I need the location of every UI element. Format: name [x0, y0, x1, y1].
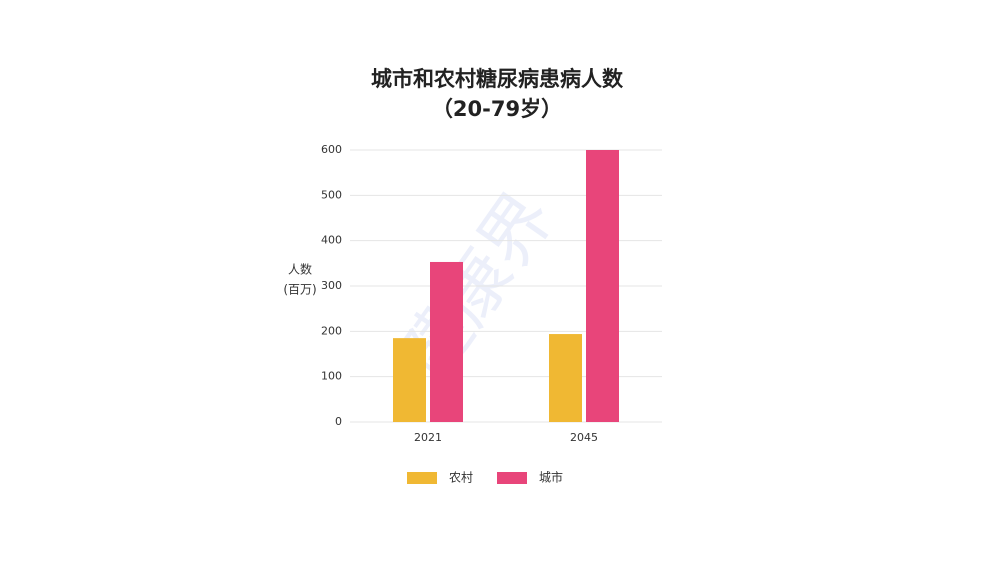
y-tick-label: 300: [321, 279, 342, 292]
chart-title: 城市和农村糖尿病患病人数: [371, 67, 624, 91]
chart-subtitle: （20-79岁）: [432, 97, 562, 121]
x-tick-label: 2045: [570, 431, 598, 444]
y-tick-label: 600: [321, 143, 342, 156]
x-tick-label: 2021: [414, 431, 442, 444]
bar: [586, 150, 619, 422]
y-tick-label: 100: [321, 370, 342, 383]
bar: [393, 338, 426, 422]
y-tick-label: 500: [321, 188, 342, 201]
y-tick-label: 0: [335, 415, 342, 428]
y-tick-label: 400: [321, 234, 342, 247]
legend-label: 城市: [539, 470, 563, 485]
bar: [430, 261, 463, 422]
legend-swatch: [407, 472, 437, 484]
y-tick-label: 200: [321, 324, 342, 337]
legend-label: 农村: [449, 471, 473, 485]
bar: [549, 334, 582, 422]
y-axis-label: (百万): [283, 283, 316, 297]
legend-swatch: [497, 472, 527, 484]
y-axis-label: 人数: [288, 262, 312, 277]
